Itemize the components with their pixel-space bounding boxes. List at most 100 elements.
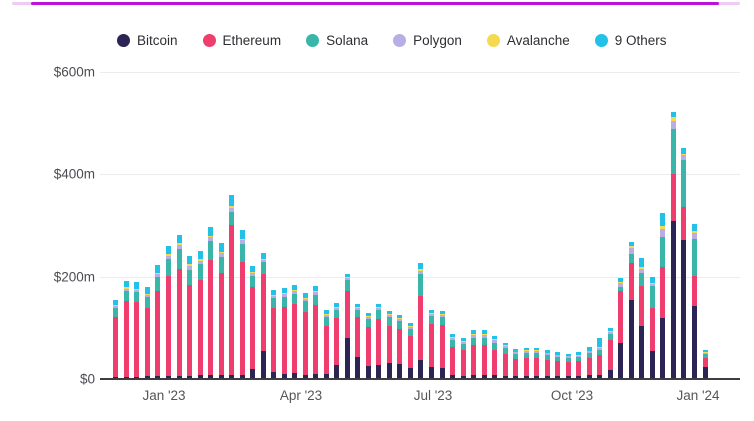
stacked-bar-week-42[interactable]	[555, 351, 561, 378]
segment-ethereum	[355, 317, 361, 357]
stacked-bar-week-4[interactable]	[155, 265, 161, 378]
stacked-bar-week-18[interactable]	[302, 292, 308, 378]
stacked-bar-week-36[interactable]	[492, 336, 498, 378]
segment-9-others	[429, 309, 434, 314]
segment-polygon	[281, 294, 287, 297]
segment-polygon	[208, 237, 214, 242]
stacked-bar-week-35[interactable]	[481, 330, 487, 378]
stacked-bar-week-21[interactable]	[334, 302, 340, 378]
stacked-bar-week-8[interactable]	[197, 251, 203, 378]
stacked-bar-week-55[interactable]	[692, 224, 697, 378]
stacked-bar-week-3[interactable]	[144, 286, 150, 378]
segment-polygon	[439, 315, 445, 318]
segment-avalanche	[344, 276, 350, 278]
stacked-bar-week-17[interactable]	[292, 284, 298, 378]
stacked-bar-week-13[interactable]	[250, 266, 256, 378]
segment-avalanche	[565, 355, 571, 357]
stacked-bar-week-10[interactable]	[218, 242, 224, 378]
stacked-bar-week-39[interactable]	[523, 347, 529, 378]
legend-item-solana[interactable]: Solana	[306, 33, 368, 48]
stacked-bar-week-51[interactable]	[649, 277, 655, 378]
stacked-bar-week-27[interactable]	[397, 314, 403, 378]
stacked-bar-week-22[interactable]	[344, 273, 350, 378]
segment-avalanche	[281, 293, 287, 295]
stacked-bar-week-7[interactable]	[187, 256, 193, 378]
stacked-bar-week-49[interactable]	[628, 242, 634, 378]
stacked-bar-week-43[interactable]	[565, 353, 571, 378]
stacked-bar-week-16[interactable]	[281, 288, 287, 378]
segment-avalanche	[155, 272, 161, 275]
stacked-bar-week-50[interactable]	[639, 257, 645, 378]
segment-bitcoin	[492, 375, 498, 378]
stacked-bar-week-48[interactable]	[618, 278, 624, 378]
segment-avalanche	[334, 306, 340, 308]
segment-polygon	[607, 332, 613, 335]
segment-polygon	[144, 294, 150, 298]
segment-9-others	[618, 278, 624, 282]
segment-solana	[681, 159, 687, 208]
legend-item-bitcoin[interactable]: Bitcoin	[117, 33, 178, 48]
stacked-bar-week-11[interactable]	[229, 194, 235, 378]
segment-avalanche	[197, 259, 203, 261]
segment-polygon	[292, 291, 298, 294]
stacked-bar-week-34[interactable]	[471, 330, 477, 378]
segment-9-others	[450, 334, 456, 338]
stacked-bar-week-6[interactable]	[176, 234, 182, 378]
segment-bitcoin	[376, 364, 382, 378]
stacked-bar-week-2[interactable]	[134, 281, 140, 378]
stacked-bar-week-40[interactable]	[534, 347, 540, 378]
segment-solana	[176, 249, 182, 269]
stacked-bar-week-0[interactable]	[113, 300, 119, 378]
segment-avalanche	[450, 337, 456, 339]
legend-dot-icon	[202, 34, 216, 47]
stacked-bar-week-31[interactable]	[439, 310, 445, 378]
segment-bitcoin	[218, 375, 224, 378]
segment-solana	[450, 340, 456, 347]
stacked-bar-week-56[interactable]	[702, 350, 708, 378]
stacked-bar-week-33[interactable]	[460, 338, 466, 378]
stacked-bar-week-38[interactable]	[513, 349, 519, 378]
segment-bitcoin	[586, 374, 592, 378]
segment-polygon	[597, 347, 603, 350]
stacked-bar-week-28[interactable]	[407, 322, 413, 378]
stacked-bar-week-44[interactable]	[576, 352, 582, 378]
stacked-bar-week-30[interactable]	[429, 309, 434, 378]
segment-polygon	[471, 335, 477, 338]
stacked-bar-week-24[interactable]	[365, 313, 371, 378]
stacked-bar-week-53[interactable]	[670, 111, 676, 378]
stacked-bar-week-9[interactable]	[208, 227, 214, 378]
stacked-bar-week-45[interactable]	[586, 347, 592, 378]
stacked-bar-week-25[interactable]	[376, 304, 382, 378]
legend-item-ethereum[interactable]: Ethereum	[202, 33, 281, 48]
stacked-bar-week-29[interactable]	[418, 262, 424, 378]
stacked-bar-week-41[interactable]	[544, 350, 550, 378]
stacked-bar-week-37[interactable]	[502, 342, 508, 378]
stacked-bar-week-23[interactable]	[355, 303, 361, 378]
stacked-bar-week-46[interactable]	[597, 338, 603, 378]
stacked-bar-week-5[interactable]	[166, 246, 171, 378]
legend-item-avalanche[interactable]: Avalanche	[486, 33, 570, 48]
segment-bitcoin	[386, 363, 392, 378]
stacked-bar-week-19[interactable]	[313, 285, 319, 378]
stacked-bar-week-26[interactable]	[386, 311, 392, 378]
segment-ethereum	[628, 263, 634, 301]
stacked-bar-week-12[interactable]	[239, 229, 245, 378]
segment-9-others	[144, 286, 150, 294]
stacked-bar-chart-plot	[100, 72, 740, 380]
segment-bitcoin	[155, 376, 161, 378]
stacked-bar-week-47[interactable]	[607, 327, 613, 378]
stacked-bar-week-15[interactable]	[271, 289, 277, 378]
stacked-bar-week-1[interactable]	[123, 280, 129, 378]
stacked-bar-week-20[interactable]	[323, 309, 329, 378]
segment-bitcoin	[292, 373, 298, 378]
stacked-bar-week-32[interactable]	[450, 334, 456, 378]
segment-polygon	[134, 289, 140, 293]
stacked-bar-week-52[interactable]	[660, 213, 666, 378]
segment-bitcoin	[239, 375, 245, 378]
stacked-bar-week-54[interactable]	[681, 148, 687, 378]
legend-item-9-others[interactable]: 9 Others	[594, 33, 667, 48]
legend-item-polygon[interactable]: Polygon	[393, 33, 462, 48]
stacked-bar-week-14[interactable]	[260, 252, 266, 378]
segment-avalanche	[502, 345, 508, 347]
segment-solana	[166, 259, 171, 276]
